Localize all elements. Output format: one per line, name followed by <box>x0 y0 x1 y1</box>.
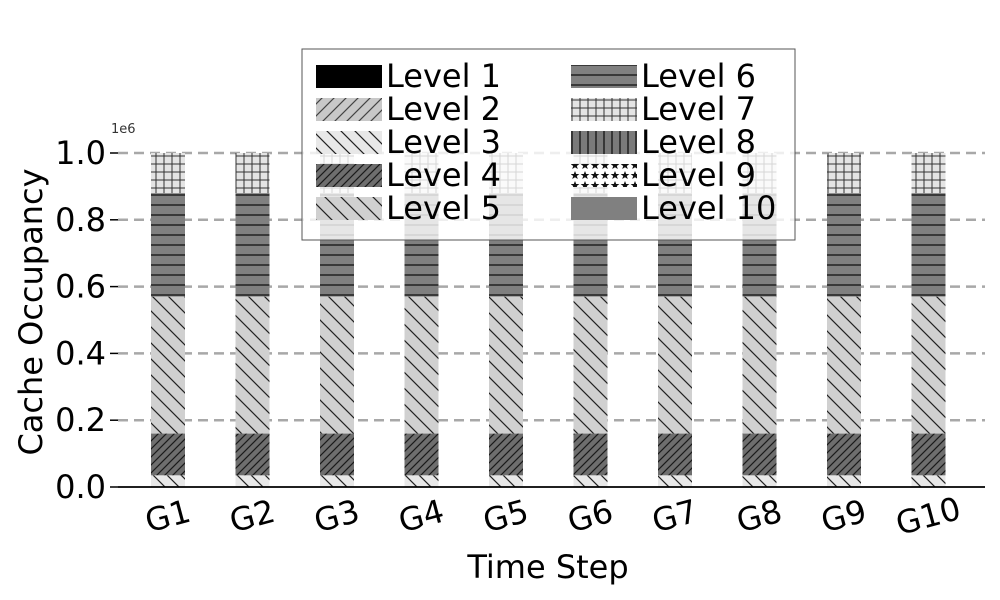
legend-label: Level 6 <box>641 57 756 95</box>
legend-swatch <box>316 65 382 88</box>
x-tick-label: G9 <box>817 492 870 540</box>
legend-label: Level 3 <box>386 123 501 161</box>
y-tick-label: 0.2 <box>55 401 106 439</box>
bar-segment <box>742 475 777 487</box>
legend-label: Level 7 <box>641 90 756 128</box>
legend-swatch <box>316 197 382 220</box>
bar-segment <box>827 296 861 434</box>
bar-segment <box>827 153 861 194</box>
bar-segment <box>658 433 692 476</box>
bar-segment <box>911 433 946 476</box>
bar-segment <box>489 433 523 476</box>
bar-segment <box>404 433 439 476</box>
x-axis-title: Time Step <box>466 548 628 586</box>
x-tick-label: G6 <box>564 492 617 540</box>
legend-label: Level 9 <box>641 156 756 194</box>
bars <box>151 153 946 487</box>
bar-segment <box>235 475 270 487</box>
legend-label: Level 8 <box>641 123 756 161</box>
bar-segment <box>151 475 185 487</box>
legend-label: Level 1 <box>386 57 501 95</box>
legend-swatch <box>316 131 382 154</box>
x-tick-label: G7 <box>648 492 701 540</box>
bar-segment <box>235 153 270 194</box>
bar-segment <box>573 296 608 434</box>
legend-swatch <box>316 164 382 187</box>
y-axis-title: Cache Occupancy <box>12 168 50 455</box>
legend-label: Level 5 <box>386 189 501 227</box>
legend-swatch <box>571 164 637 187</box>
bar-segment <box>827 193 861 297</box>
bar-segment <box>573 475 608 487</box>
bar-segment <box>320 296 354 434</box>
y-tick-label: 0.8 <box>55 201 106 239</box>
bar-segment <box>911 475 946 487</box>
bar-segment <box>235 296 270 434</box>
bar-segment <box>151 296 185 434</box>
legend-label: Level 2 <box>386 90 501 128</box>
bar-segment <box>827 475 861 487</box>
legend-swatch <box>571 131 637 154</box>
x-tick-label: G5 <box>479 492 532 540</box>
legend-swatch <box>316 98 382 121</box>
bar-segment <box>151 193 185 297</box>
x-tick-label: G10 <box>892 489 965 543</box>
bar-segment <box>404 296 439 434</box>
bar-segment <box>404 475 439 487</box>
x-tick-label: G8 <box>733 492 786 540</box>
bar-segment <box>151 153 185 194</box>
y-tick-label: 1.0 <box>55 134 106 172</box>
legend-label: Level 10 <box>641 189 776 227</box>
legend-swatch <box>571 65 637 88</box>
y-tick-label: 0.6 <box>55 268 106 306</box>
legend-frame <box>301 48 796 241</box>
y-tick-label: 0.4 <box>55 334 106 372</box>
x-tick-label: G1 <box>141 492 194 540</box>
bar-segment <box>151 433 185 476</box>
x-tick-label: G2 <box>226 492 279 540</box>
legend-swatch <box>571 98 637 121</box>
bar-segment <box>742 433 777 476</box>
bar-segment <box>742 296 777 434</box>
legend-label: Level 4 <box>386 156 501 194</box>
y-offset-label: 1e6 <box>111 122 136 137</box>
bar-segment <box>658 475 692 487</box>
bar-segment <box>573 433 608 476</box>
legend-swatch <box>571 197 637 220</box>
bar-segment <box>235 193 270 297</box>
bar-segment <box>489 296 523 434</box>
x-tick-label: G3 <box>310 492 363 540</box>
bar-segment <box>911 296 946 434</box>
y-tick-label: 0.0 <box>55 468 106 506</box>
bar-segment <box>827 433 861 476</box>
bar-segment <box>320 475 354 487</box>
bar-segment <box>911 193 946 297</box>
bar-segment <box>489 475 523 487</box>
bar-segment <box>658 296 692 434</box>
bar-segment <box>320 433 354 476</box>
bar-segment <box>235 433 270 476</box>
x-tick-label: G4 <box>395 492 448 540</box>
bar-segment <box>911 153 946 194</box>
